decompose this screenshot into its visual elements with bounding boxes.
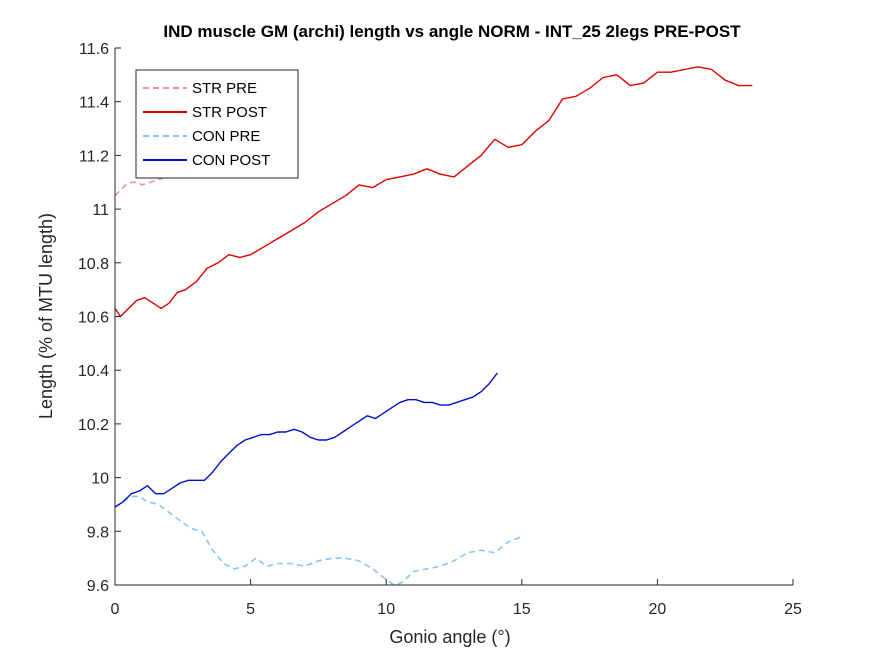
y-tick-label: 11.2 bbox=[79, 148, 109, 165]
x-tick-label: 10 bbox=[377, 601, 395, 618]
x-tick-label: 0 bbox=[111, 601, 120, 618]
y-axis-label: Length (% of MTU length) bbox=[36, 213, 56, 419]
x-tick-label: 5 bbox=[246, 601, 255, 618]
y-tick-label: 9.6 bbox=[87, 578, 109, 595]
y-axis: 9.6 9.8 10 10.2 10.4 10.6 10.8 11 11.2 11.4 11.6 bbox=[78, 41, 121, 595]
series-line-str-post bbox=[114, 66, 753, 318]
series-line-str-pre bbox=[114, 176, 167, 197]
x-tick-label: 25 bbox=[784, 601, 802, 618]
x-tick-label: 20 bbox=[649, 601, 667, 618]
x-axis: 0 5 10 15 20 25 bbox=[111, 579, 802, 618]
y-tick-label: 9.8 bbox=[87, 524, 109, 541]
y-tick-label: 10 bbox=[91, 471, 109, 488]
legend-label: STR PRE bbox=[192, 80, 257, 97]
legend: STR PRE STR POST CON PRE CON POST bbox=[135, 69, 299, 179]
y-tick-label: 10.2 bbox=[78, 417, 109, 434]
legend-label: CON PRE bbox=[192, 128, 260, 145]
legend-label: STR POST bbox=[192, 104, 267, 121]
chart-title: IND muscle GM (archi) length vs angle NO… bbox=[163, 22, 741, 41]
y-tick-label: 11.4 bbox=[79, 95, 109, 112]
y-tick-label: 11 bbox=[92, 202, 109, 219]
series-layer bbox=[114, 66, 753, 586]
series-line-con-pre bbox=[114, 495, 523, 586]
y-tick-label: 10.8 bbox=[78, 256, 109, 273]
y-tick-label: 10.4 bbox=[78, 363, 109, 380]
x-tick-label: 15 bbox=[513, 601, 531, 618]
x-axis-label: Gonio angle (°) bbox=[389, 627, 510, 647]
series-line-con-post bbox=[114, 372, 498, 508]
legend-label: CON POST bbox=[192, 152, 270, 169]
y-tick-label: 10.6 bbox=[78, 310, 109, 327]
y-tick-label: 11.6 bbox=[79, 41, 109, 58]
